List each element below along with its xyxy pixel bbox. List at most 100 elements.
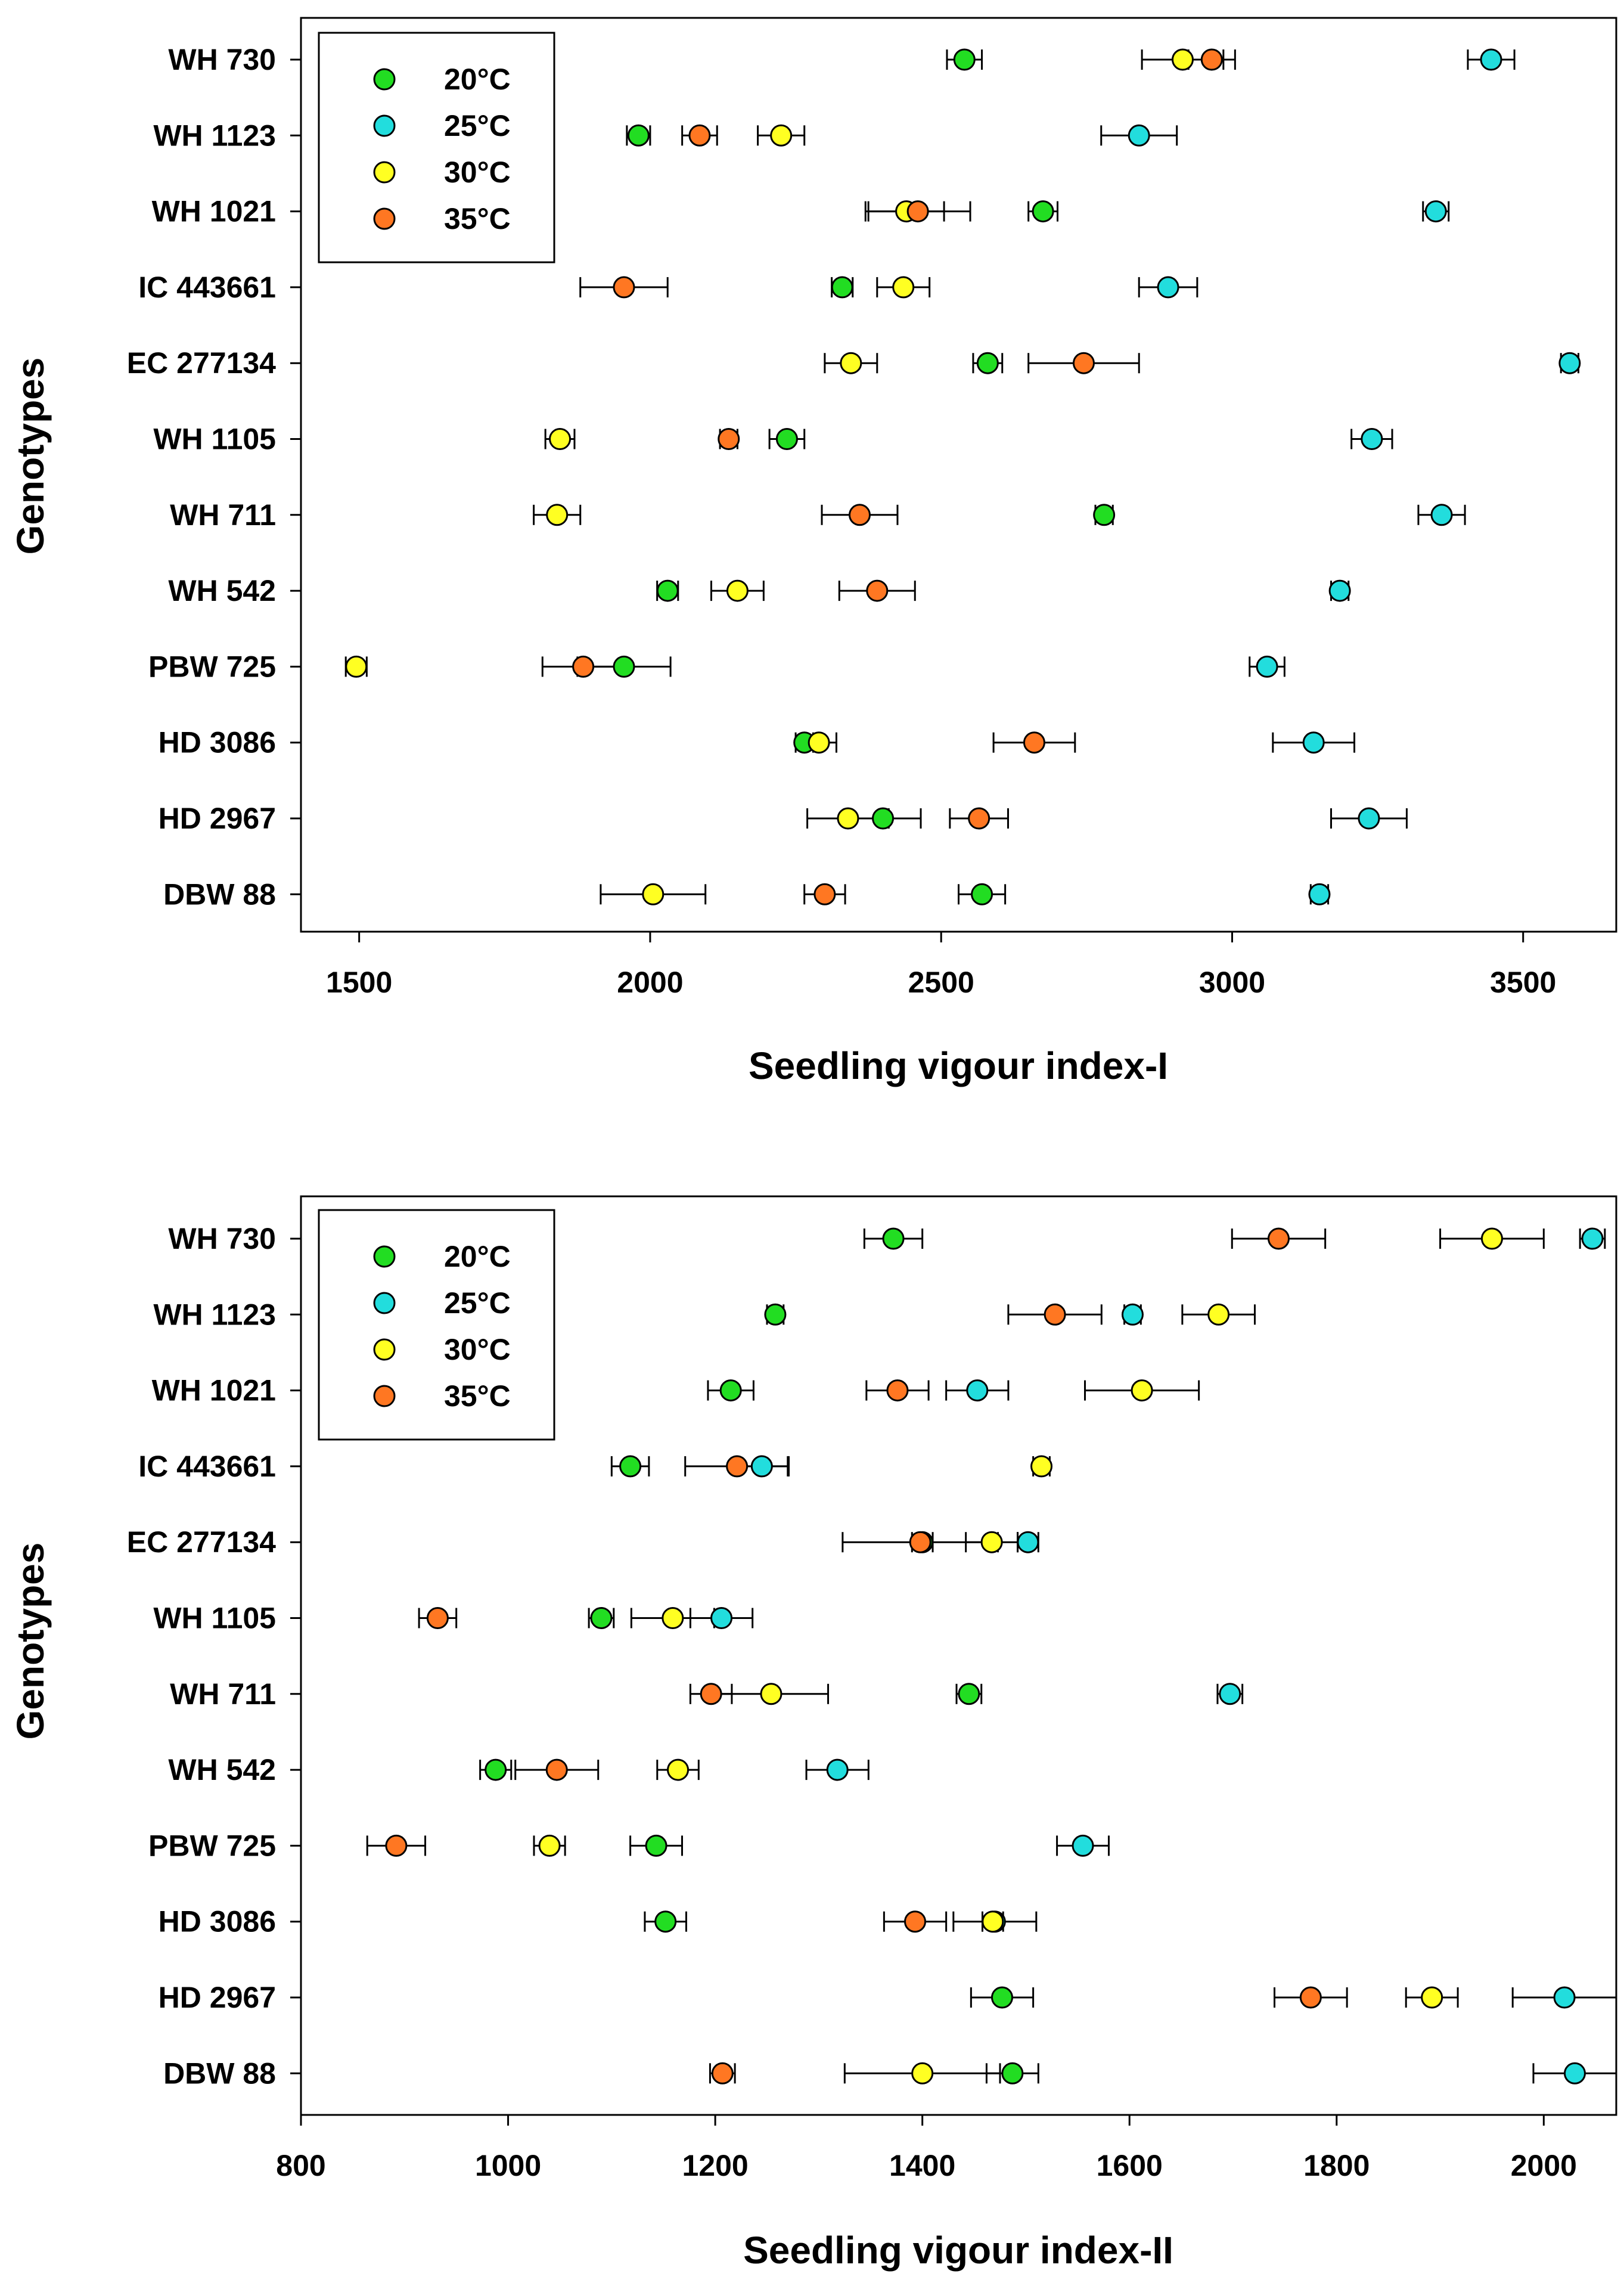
x-tick-label: 1200 bbox=[682, 2149, 749, 2182]
legend-marker bbox=[373, 207, 396, 230]
data-point bbox=[549, 428, 572, 450]
data-point bbox=[662, 1607, 684, 1629]
data-point bbox=[1157, 276, 1179, 299]
y-tick-label: WH 730 bbox=[168, 43, 276, 76]
data-point bbox=[1480, 48, 1502, 71]
data-point bbox=[642, 883, 664, 905]
data-point bbox=[718, 428, 740, 450]
data-point bbox=[770, 124, 793, 147]
data-point bbox=[1017, 1531, 1039, 1553]
data-point bbox=[654, 1910, 677, 1933]
x-tick-label: 800 bbox=[276, 2149, 325, 2182]
y-tick-label: PBW 725 bbox=[148, 650, 276, 683]
data-point bbox=[613, 655, 635, 678]
plot-frame bbox=[300, 17, 1617, 933]
y-axis-title-bottom: Genotypes bbox=[9, 1543, 52, 1740]
y-tick-label: EC 277134 bbox=[127, 346, 276, 380]
data-point bbox=[982, 1910, 1004, 1933]
y-tick-label: HD 3086 bbox=[159, 726, 276, 759]
data-point bbox=[385, 1834, 408, 1857]
data-point bbox=[968, 807, 990, 830]
data-point bbox=[882, 1227, 905, 1250]
data-point bbox=[1267, 1227, 1290, 1250]
y-tick-label: WH 542 bbox=[168, 1753, 276, 1786]
data-point bbox=[1302, 731, 1325, 754]
data-point bbox=[990, 1986, 1013, 2009]
data-point bbox=[953, 48, 976, 71]
data-point bbox=[1001, 2062, 1024, 2085]
data-point bbox=[667, 1758, 690, 1781]
data-point bbox=[345, 655, 368, 678]
y-axis-title-top: Genotypes bbox=[9, 358, 52, 555]
data-point bbox=[1581, 1227, 1604, 1250]
legend-box bbox=[318, 32, 555, 263]
data-point bbox=[1072, 352, 1095, 374]
data-point bbox=[1553, 1986, 1576, 2009]
data-point bbox=[710, 1607, 733, 1629]
legend-marker bbox=[373, 1245, 396, 1268]
data-point bbox=[1044, 1303, 1066, 1326]
data-point bbox=[590, 1607, 613, 1629]
y-tick-label: IC 443661 bbox=[138, 1450, 276, 1483]
y-tick-label: WH 711 bbox=[170, 1677, 276, 1711]
legend-marker bbox=[373, 161, 396, 184]
data-point bbox=[764, 1303, 787, 1326]
data-point bbox=[1421, 1986, 1443, 2009]
data-point bbox=[1328, 579, 1351, 602]
data-point bbox=[1361, 428, 1383, 450]
y-tick-label: DBW 88 bbox=[163, 2056, 276, 2090]
x-tick-label: 1000 bbox=[475, 2149, 541, 2182]
legend-marker bbox=[373, 68, 396, 91]
data-point bbox=[886, 1379, 909, 1402]
data-point bbox=[1358, 807, 1380, 830]
y-tick-label: WH 1123 bbox=[153, 119, 276, 152]
data-point bbox=[1563, 2062, 1586, 2085]
y-tick-label: HD 2967 bbox=[159, 802, 276, 835]
data-point bbox=[826, 1758, 849, 1781]
data-point bbox=[726, 579, 749, 602]
data-point bbox=[971, 883, 993, 905]
legend-marker bbox=[373, 114, 396, 137]
x-tick-label: 2000 bbox=[1511, 2149, 1577, 2182]
legend-label: 35°C bbox=[444, 1379, 511, 1413]
data-point bbox=[1558, 352, 1581, 374]
legend-label: 30°C bbox=[444, 1333, 511, 1366]
data-point bbox=[1424, 200, 1447, 223]
data-point bbox=[813, 883, 836, 905]
data-point bbox=[872, 807, 895, 830]
x-tick-label: 3500 bbox=[1490, 966, 1556, 999]
legend-label: 25°C bbox=[444, 109, 511, 142]
data-point bbox=[726, 1455, 749, 1478]
data-point bbox=[545, 1758, 568, 1781]
legend-box bbox=[318, 1209, 555, 1441]
data-point bbox=[909, 1531, 931, 1553]
data-point bbox=[966, 1379, 989, 1402]
y-tick-label: WH 1021 bbox=[152, 1374, 276, 1407]
data-point bbox=[1200, 48, 1223, 71]
data-point bbox=[485, 1758, 507, 1781]
y-tick-label: HD 2967 bbox=[159, 1981, 276, 2014]
data-point bbox=[911, 2062, 934, 2085]
data-point bbox=[1131, 1379, 1153, 1402]
y-tick-label: WH 1105 bbox=[153, 1602, 276, 1635]
data-point bbox=[1128, 124, 1150, 147]
data-point bbox=[627, 124, 650, 147]
data-point bbox=[750, 1455, 773, 1478]
data-point bbox=[1032, 200, 1054, 223]
x-axis-title-top: Seedling vigour index-I bbox=[749, 1044, 1168, 1087]
data-point bbox=[1308, 883, 1331, 905]
data-point bbox=[1219, 1683, 1241, 1705]
y-tick-label: EC 277134 bbox=[127, 1525, 276, 1559]
y-tick-label: WH 542 bbox=[168, 574, 276, 607]
chart-panel-bottom: Seedling vigour index-II Genotypes 800 10… bbox=[9, 1195, 1617, 2272]
legend-marker bbox=[373, 1292, 396, 1314]
y-tick-label: IC 443661 bbox=[138, 271, 276, 304]
data-point bbox=[1030, 1455, 1053, 1478]
x-axis-title-bottom: Seedling vigour index-II bbox=[743, 2229, 1173, 2272]
data-point bbox=[775, 428, 798, 450]
legend-label: 35°C bbox=[444, 202, 511, 235]
data-point bbox=[1256, 655, 1278, 678]
legend-label: 30°C bbox=[444, 156, 511, 189]
data-point bbox=[1093, 504, 1116, 526]
